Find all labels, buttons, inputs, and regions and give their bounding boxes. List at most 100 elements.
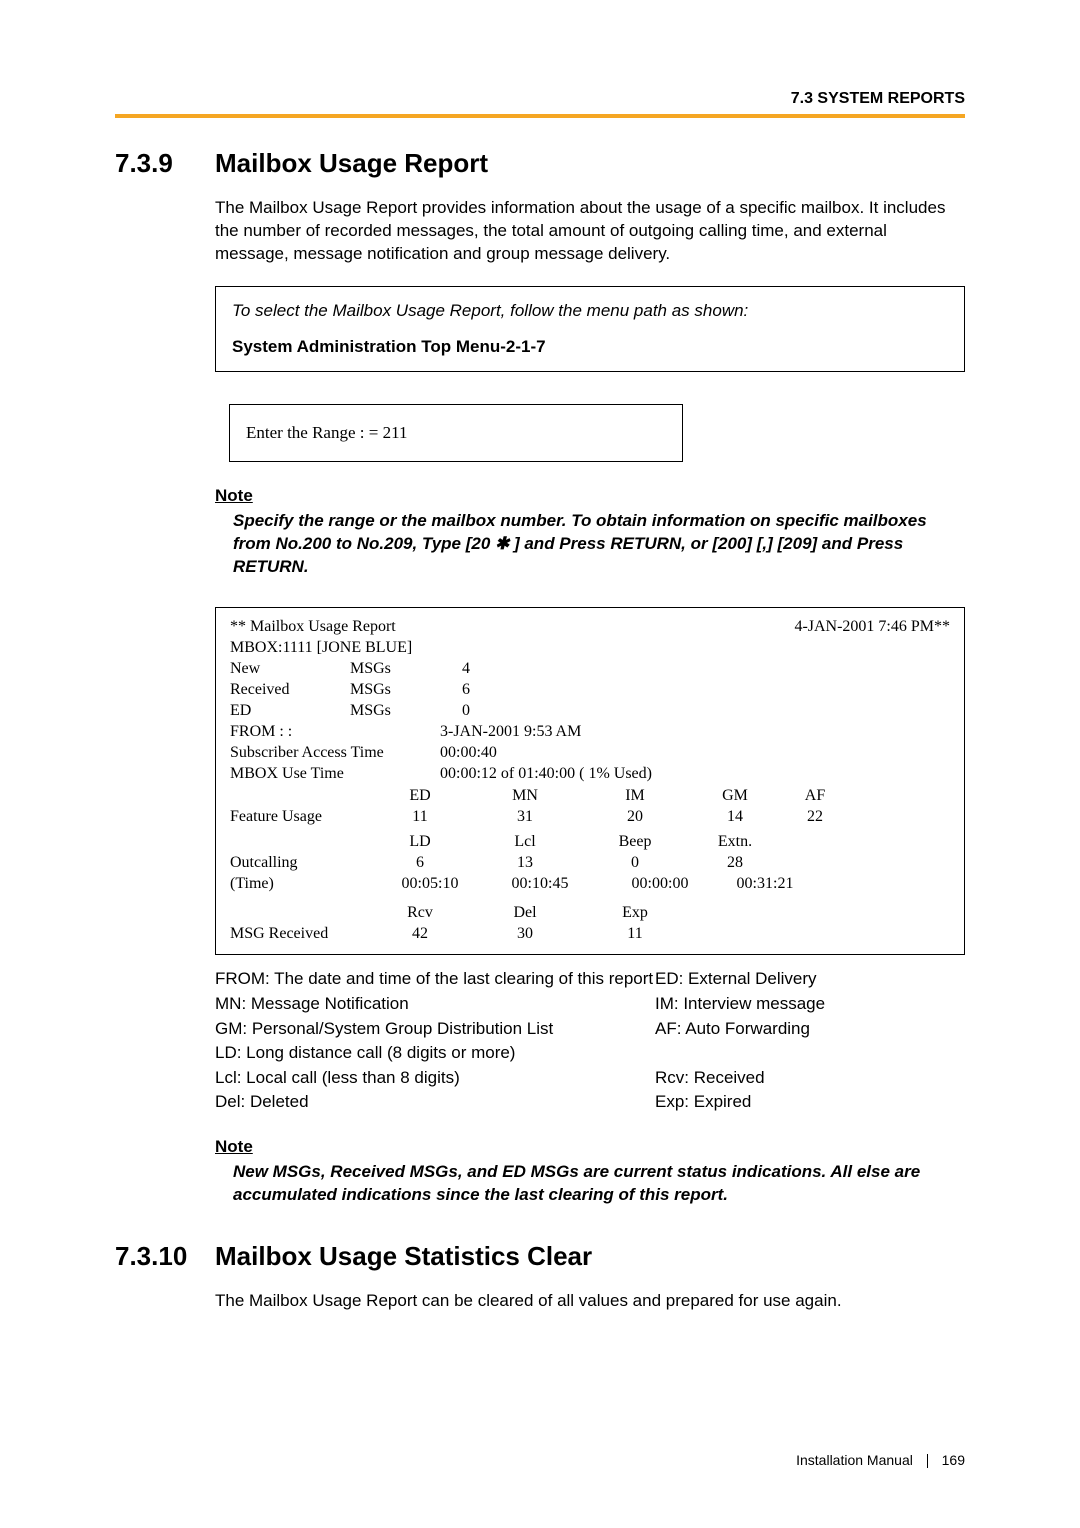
- legend-right-1: IM: Interview message: [655, 992, 965, 1017]
- legend-left-1: MN: Message Notification: [215, 992, 645, 1017]
- sat-label: Subscriber Access Time: [230, 742, 440, 763]
- cell: 11: [370, 806, 470, 827]
- cell: 00:05:10: [380, 873, 480, 894]
- cell: Rcv: [370, 902, 470, 923]
- msgs-row-1: Received MSGs 6: [230, 679, 950, 700]
- cell: 42: [370, 923, 470, 944]
- from-value: 3-JAN-2001 9:53 AM: [440, 721, 950, 742]
- callout-line2: System Administration Top Menu-2-1-7: [232, 337, 948, 357]
- cell: ED: [230, 700, 350, 721]
- legend-left-5: Del: Deleted: [215, 1090, 645, 1115]
- cell: 00:31:21: [720, 873, 810, 894]
- section-number: 7.3.9: [115, 148, 195, 179]
- legend-left-2: GM: Personal/System Group Distribution L…: [215, 1017, 645, 1042]
- footer-manual: Installation Manual: [796, 1452, 913, 1468]
- cell: Lcl: [470, 831, 580, 852]
- cell: 20: [580, 806, 690, 827]
- cell: Received: [230, 679, 350, 700]
- msg-header-row: Rcv Del Exp: [230, 902, 950, 923]
- cell: Extn.: [690, 831, 780, 852]
- range-input-box: Enter the Range : = 211: [229, 404, 683, 462]
- cell: IM: [580, 785, 690, 806]
- from-row: FROM : : 3-JAN-2001 9:53 AM: [230, 721, 950, 742]
- cell: 11: [580, 923, 690, 944]
- msgs-row-2: ED MSGs 0: [230, 700, 950, 721]
- feature-header-row: ED MN IM GM AF: [230, 785, 950, 806]
- out-values-row: Outcalling 6 13 0 28: [230, 852, 950, 873]
- out-label: Outcalling: [230, 852, 370, 873]
- cell: MSGs: [350, 679, 430, 700]
- cell: New: [230, 658, 350, 679]
- report-mbox: MBOX:1111 [JONE BLUE]: [230, 637, 950, 658]
- legend-right-4: Rcv: Received: [655, 1066, 965, 1091]
- note1-body: Specify the range or the mailbox number.…: [233, 510, 965, 579]
- note2-heading: Note: [215, 1137, 965, 1157]
- cell: 00:10:45: [480, 873, 600, 894]
- intro-paragraph: The Mailbox Usage Report provides inform…: [215, 197, 965, 266]
- running-header: 7.3 SYSTEM REPORTS: [115, 90, 965, 114]
- legend-left-3: LD: Long distance call (8 digits or more…: [215, 1041, 645, 1066]
- legend-left-0: FROM: The date and time of the last clea…: [215, 967, 645, 992]
- legend-right-0: ED: External Delivery: [655, 967, 965, 992]
- mailbox-usage-report: ** Mailbox Usage Report 4-JAN-2001 7:46 …: [215, 607, 965, 956]
- cell: 28: [690, 852, 780, 873]
- section2-body: The Mailbox Usage Report can be cleared …: [215, 1290, 965, 1313]
- cell: 30: [470, 923, 580, 944]
- header-rule: [115, 114, 965, 118]
- cell: 13: [470, 852, 580, 873]
- cell: 0: [580, 852, 690, 873]
- note2-body: New MSGs, Received MSGs, and ED MSGs are…: [233, 1161, 965, 1207]
- cell: 31: [470, 806, 580, 827]
- cell: MN: [470, 785, 580, 806]
- cell: GM: [690, 785, 780, 806]
- section1-body: The Mailbox Usage Report provides inform…: [215, 197, 965, 1207]
- msgs-row-0: New MSGs 4: [230, 658, 950, 679]
- sat-row: Subscriber Access Time 00:00:40: [230, 742, 950, 763]
- legend: FROM: The date and time of the last clea…: [215, 967, 965, 1115]
- feature-label: Feature Usage: [230, 806, 370, 827]
- legend-left-4: Lcl: Local call (less than 8 digits): [215, 1066, 645, 1091]
- section2-intro: The Mailbox Usage Report can be cleared …: [215, 1290, 965, 1313]
- time-values-row: (Time) 00:05:10 00:10:45 00:00:00 00:31:…: [230, 873, 950, 894]
- report-title-right: 4-JAN-2001 7:46 PM**: [794, 616, 950, 637]
- section2-number: 7.3.10: [115, 1241, 195, 1272]
- mboxuse-row: MBOX Use Time 00:00:12 of 01:40:00 ( 1% …: [230, 763, 950, 784]
- section-title: Mailbox Usage Report: [215, 148, 488, 179]
- note1-heading: Note: [215, 486, 965, 506]
- msg-values-row: MSG Received 42 30 11: [230, 923, 950, 944]
- legend-right-2: AF: Auto Forwarding: [655, 1017, 965, 1042]
- callout-line1: To select the Mailbox Usage Report, foll…: [232, 301, 948, 321]
- cell: 0: [430, 700, 470, 721]
- cell: Beep: [580, 831, 690, 852]
- msg-label: MSG Received: [230, 923, 370, 944]
- feature-values-row: Feature Usage 11 31 20 14 22: [230, 806, 950, 827]
- menu-path-callout: To select the Mailbox Usage Report, foll…: [215, 286, 965, 372]
- cell: 6: [370, 852, 470, 873]
- cell: 00:00:00: [600, 873, 720, 894]
- cell: Del: [470, 902, 580, 923]
- section-heading-2: 7.3.10 Mailbox Usage Statistics Clear: [115, 1241, 965, 1272]
- cell: LD: [370, 831, 470, 852]
- footer-separator: [927, 1454, 928, 1468]
- mboxuse-value: 00:00:12 of 01:40:00 ( 1% Used): [440, 763, 950, 784]
- cell: AF: [780, 785, 850, 806]
- footer-page-number: 169: [942, 1452, 965, 1468]
- report-title-left: ** Mailbox Usage Report: [230, 616, 396, 637]
- page: 7.3 SYSTEM REPORTS 7.3.9 Mailbox Usage R…: [0, 0, 1080, 1528]
- time-label: (Time): [230, 873, 380, 894]
- cell: MSGs: [350, 700, 430, 721]
- section2-title: Mailbox Usage Statistics Clear: [215, 1241, 592, 1272]
- cell: Exp: [580, 902, 690, 923]
- mboxuse-label: MBOX Use Time: [230, 763, 440, 784]
- cell: 6: [430, 679, 470, 700]
- cell: MSGs: [350, 658, 430, 679]
- section-heading-1: 7.3.9 Mailbox Usage Report: [115, 148, 965, 179]
- out-header-row: LD Lcl Beep Extn.: [230, 831, 950, 852]
- legend-right-5: Exp: Expired: [655, 1090, 965, 1115]
- legend-right-3: [655, 1041, 965, 1066]
- page-footer: Installation Manual 169: [796, 1452, 965, 1468]
- cell: 22: [780, 806, 850, 827]
- from-label: FROM : :: [230, 721, 440, 742]
- cell: 4: [430, 658, 470, 679]
- cell: 14: [690, 806, 780, 827]
